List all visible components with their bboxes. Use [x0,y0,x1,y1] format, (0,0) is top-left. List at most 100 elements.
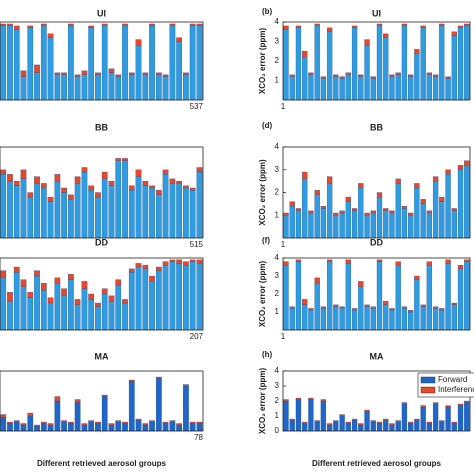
bar-segment [142,265,149,269]
bar-segment [351,25,358,28]
bar-segment [326,183,333,239]
bar-segment [345,74,351,101]
bar-segment [68,423,74,432]
bar-segment [20,424,27,432]
bar-segment [432,176,439,182]
bar-segment [122,299,128,304]
bar-segment [74,304,81,331]
bar-segment [88,185,95,191]
panel-title: MA [370,351,384,361]
y-tick-label: 1 [275,307,280,316]
plot-frame [0,370,204,432]
bar-segment [176,259,182,264]
bar-segment [54,396,61,402]
bar-segment [115,76,122,101]
panel-title: MA [95,351,109,361]
bar-segment [395,265,401,331]
panel-label: (d) [262,121,273,130]
bar-segment [445,169,451,175]
bar-segment [370,78,376,101]
bar-segment [142,424,149,432]
bar-segment [0,270,7,278]
bar-segment [176,37,182,42]
bar-segment [389,212,395,239]
bar-segment [414,420,420,432]
bar-segment [333,215,339,239]
bar-segment [308,310,314,331]
bar-segment [74,299,81,305]
bar-segment [401,308,408,331]
bar-segment [401,402,408,405]
bar-segment [420,304,426,307]
bar-segment [283,399,289,402]
bar-segment [439,420,445,423]
bar-segment [68,421,74,424]
bar-segment [88,421,95,432]
bar-segment [326,259,333,262]
bar-segment [176,180,182,184]
bar-segment [13,185,20,239]
bar-segment [95,192,101,198]
bar-segment [439,201,445,239]
bar-segment [162,423,169,432]
bar-segment [289,205,295,239]
bar-segment [34,64,40,73]
bar-segment [358,424,364,432]
bar-segment [420,25,426,28]
bar-segment [420,406,426,432]
bar-segment [457,27,464,101]
bar-segment [7,174,13,182]
bar-segment [196,421,203,424]
bar-segment [122,25,128,101]
bar-segment [81,288,88,331]
bar-segment [414,279,420,331]
bar-segment [339,415,345,432]
bar-segment [345,196,351,202]
bar-segment [68,25,74,101]
bar-segment [370,306,376,309]
bar-segment [376,23,383,27]
bar-segment [383,33,389,38]
bar-segment [47,196,54,202]
bar-segment [351,27,358,101]
bar-segment [122,160,128,239]
bar-segment [333,76,339,101]
bar-segment [122,23,128,27]
bar-segment [27,297,34,331]
x-axis-label: Different retrieved aerosol groups [37,459,166,468]
bar-segment [142,423,149,426]
bar-segment [101,293,108,331]
bar-segment [13,421,20,432]
bar-segment [189,25,196,101]
bar-segment [314,420,320,423]
bar-segment [426,212,433,239]
bar-segment [420,306,426,331]
bar-segment [445,174,451,239]
bar-segment [395,72,401,75]
bar-segment [289,201,295,207]
bar-segment [34,183,40,239]
y-tick-label: 3 [275,271,280,280]
bar-segment [376,261,383,331]
bar-segment [445,259,451,264]
bar-segment [95,423,101,432]
bar-segment [439,196,445,202]
y-tick-label: 4 [275,253,280,262]
bar-segment [169,23,176,27]
bar-segment [108,72,115,101]
bar-segment [401,208,408,239]
bar-segment [339,308,345,331]
bar-segment [162,74,169,77]
bar-segment [95,306,101,331]
bar-segment [115,158,122,161]
bar-segment [115,74,122,77]
bar-segment [432,306,439,309]
x-end-label: 537 [190,102,204,111]
bar-segment [376,196,383,239]
bar-segment [61,74,67,101]
bar-segment [457,169,464,239]
bar-segment [20,286,27,331]
panel-title: DD [370,237,383,247]
bar-segment [364,212,370,216]
